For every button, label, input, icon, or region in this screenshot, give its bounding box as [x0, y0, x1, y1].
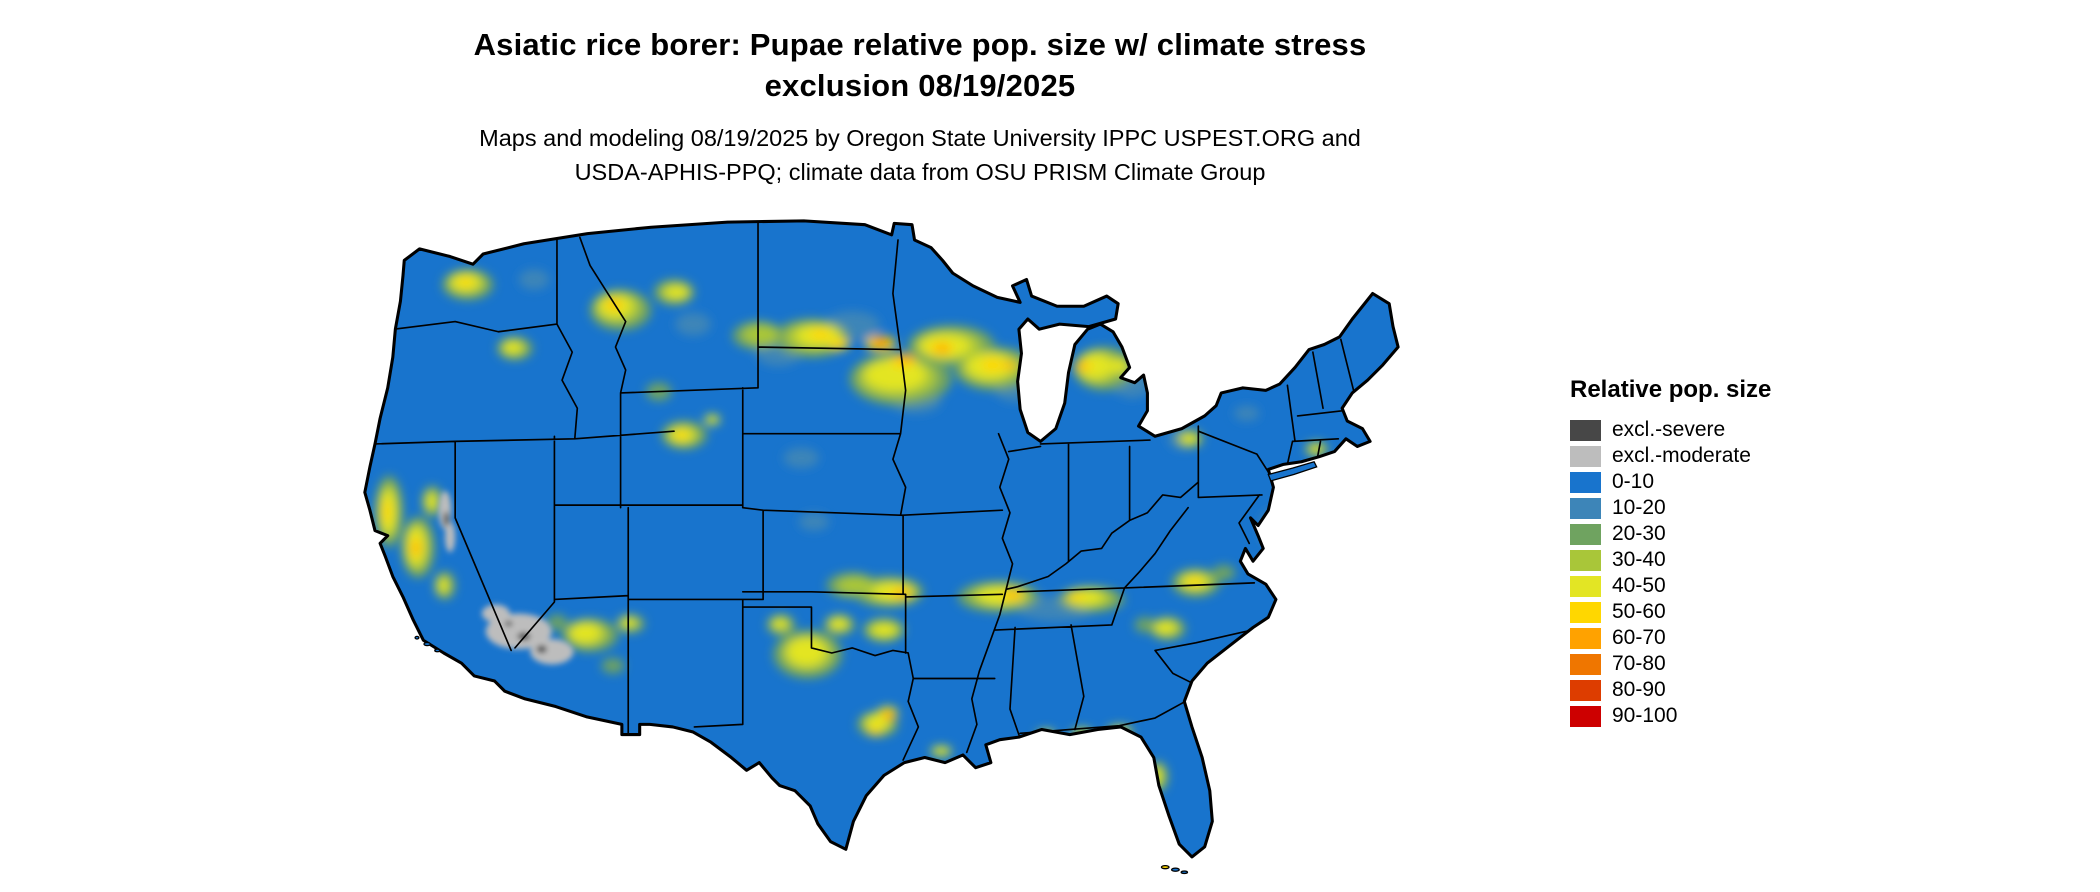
legend-item: 20-30: [1570, 521, 1771, 547]
legend-item: excl.-moderate: [1570, 443, 1771, 469]
population-base-layer: [364, 220, 1399, 857]
legend-label: 30-40: [1612, 548, 1666, 571]
legend-label: 60-70: [1612, 626, 1666, 649]
legend-item: 0-10: [1570, 469, 1771, 495]
legend-label: 80-90: [1612, 678, 1666, 701]
legend-label: 10-20: [1612, 496, 1666, 519]
long-island: [1267, 461, 1318, 482]
legend-swatch-excl-moderate: [1570, 445, 1601, 467]
legend-item: 70-80: [1570, 651, 1771, 677]
map-subtitle: Maps and modeling 08/19/2025 by Oregon S…: [0, 121, 1840, 189]
legend-label: 90-100: [1612, 704, 1678, 727]
legend-item: 40-50: [1570, 573, 1771, 599]
legend-swatch-80-90: [1570, 679, 1601, 701]
legend-item: 30-40: [1570, 547, 1771, 573]
legend-swatch-40-50: [1570, 575, 1601, 597]
legend-label: 40-50: [1612, 574, 1666, 597]
legend-swatch-90-100: [1570, 705, 1601, 727]
legend-label: 0-10: [1612, 470, 1655, 493]
map-title: Asiatic rice borer: Pupae relative pop. …: [0, 24, 1840, 106]
legend-item: 10-20: [1570, 495, 1771, 521]
legend-swatch-0-10: [1570, 471, 1601, 493]
legend-items: excl.-severe excl.-moderate 0-10 10-20 2…: [1570, 417, 1771, 729]
florida-keys: [1160, 864, 1189, 875]
legend-swatch-60-70: [1570, 627, 1601, 649]
exclusion-moderate: [364, 257, 574, 665]
legend-label: 70-80: [1612, 652, 1666, 675]
legend-item: 60-70: [1570, 625, 1771, 651]
us-map: [363, 219, 1400, 875]
legend-title: Relative pop. size: [1570, 376, 1772, 403]
legend-item: 90-100: [1570, 703, 1771, 729]
legend-label: 20-30: [1612, 522, 1666, 545]
legend-item: 80-90: [1570, 677, 1771, 703]
channel-islands: [414, 635, 441, 653]
map-area: [305, 203, 1533, 885]
legend-swatch-30-40: [1570, 549, 1601, 571]
legend-label: excl.-severe: [1612, 418, 1726, 441]
legend-swatch-50-60: [1570, 601, 1601, 623]
map-title-line2: exclusion 08/19/2025: [764, 68, 1076, 103]
legend: Relative pop. size excl.-severe excl.-mo…: [1570, 376, 1771, 729]
map-subtitle-line1: Maps and modeling 08/19/2025 by Oregon S…: [479, 125, 1361, 151]
legend-swatch-70-80: [1570, 653, 1601, 675]
state-borders: [374, 221, 1355, 761]
map-subtitle-line2: USDA-APHIS-PPQ; climate data from OSU PR…: [574, 159, 1266, 185]
map-exclusion-blobs: [364, 247, 574, 665]
legend-swatch-excl-severe: [1570, 419, 1601, 441]
map-raster: [364, 220, 1399, 857]
legend-item: 50-60: [1570, 599, 1771, 625]
legend-swatch-10-20: [1570, 497, 1601, 519]
legend-item: excl.-severe: [1570, 417, 1771, 443]
map-header: Asiatic rice borer: Pupae relative pop. …: [0, 24, 1840, 189]
map-title-line1: Asiatic rice borer: Pupae relative pop. …: [473, 27, 1367, 62]
us-outline: [363, 219, 1400, 859]
legend-label: 50-60: [1612, 600, 1666, 623]
legend-swatch-20-30: [1570, 523, 1601, 545]
legend-label: excl.-moderate: [1612, 444, 1751, 467]
